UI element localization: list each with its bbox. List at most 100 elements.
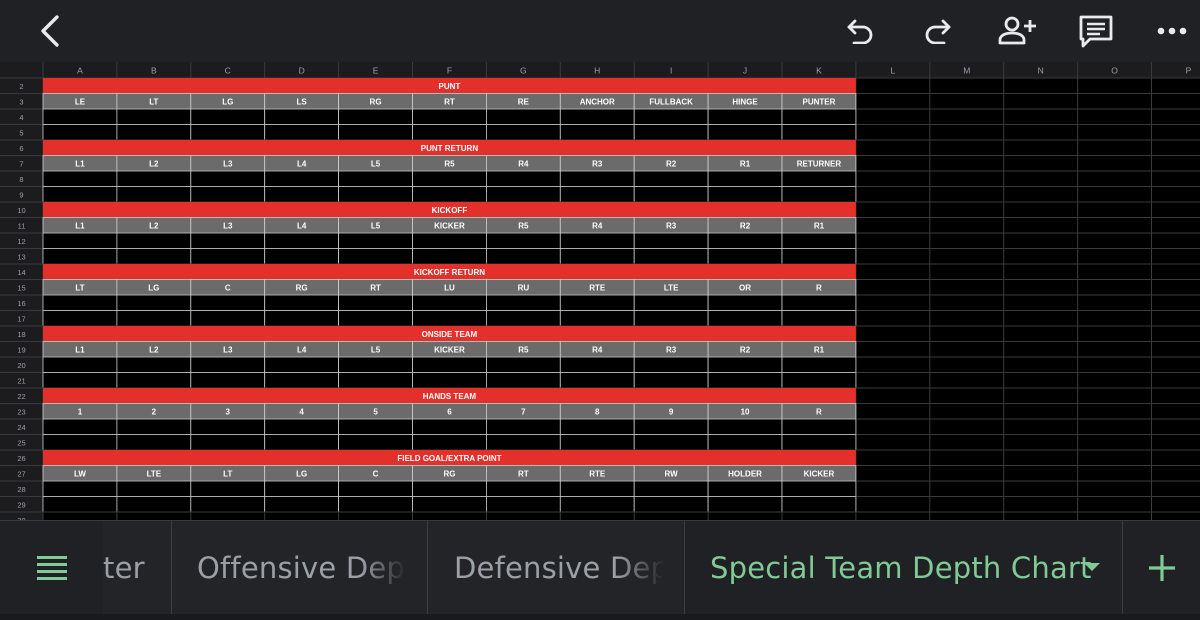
player-cell[interactable] bbox=[338, 186, 413, 203]
player-cell[interactable] bbox=[190, 294, 266, 311]
player-cell[interactable] bbox=[781, 310, 857, 327]
player-cell[interactable] bbox=[707, 418, 783, 435]
redo-button[interactable] bbox=[916, 0, 960, 62]
player-cell[interactable] bbox=[559, 232, 635, 249]
player-cell[interactable] bbox=[338, 480, 413, 497]
player-cell[interactable] bbox=[559, 124, 635, 141]
player-cell[interactable] bbox=[264, 294, 340, 311]
player-cell[interactable] bbox=[633, 186, 709, 203]
player-cell[interactable] bbox=[559, 186, 635, 203]
player-cell[interactable] bbox=[707, 232, 783, 249]
player-cell[interactable] bbox=[412, 294, 487, 311]
player-cell[interactable] bbox=[116, 124, 192, 141]
player-cell[interactable] bbox=[485, 310, 561, 327]
player-cell[interactable] bbox=[485, 434, 561, 451]
player-cell[interactable] bbox=[42, 186, 118, 203]
player-cell[interactable] bbox=[707, 480, 783, 497]
player-cell[interactable] bbox=[42, 232, 118, 249]
player-cell[interactable] bbox=[338, 294, 413, 311]
player-cell[interactable] bbox=[190, 232, 266, 249]
player-cell[interactable] bbox=[707, 170, 783, 187]
player-cell[interactable] bbox=[338, 356, 413, 373]
player-cell[interactable] bbox=[559, 310, 635, 327]
all-sheets-button[interactable] bbox=[0, 521, 103, 614]
player-cell[interactable] bbox=[190, 372, 266, 389]
tab-defensive-depth[interactable]: Defensive Dept bbox=[428, 521, 684, 614]
player-cell[interactable] bbox=[116, 434, 192, 451]
add-sheet-button[interactable] bbox=[1123, 521, 1200, 614]
player-cell[interactable] bbox=[485, 372, 561, 389]
player-cell[interactable] bbox=[264, 108, 340, 125]
player-cell[interactable] bbox=[781, 372, 857, 389]
player-cell[interactable] bbox=[559, 108, 635, 125]
player-cell[interactable] bbox=[42, 434, 118, 451]
player-cell[interactable] bbox=[264, 434, 340, 451]
player-cell[interactable] bbox=[485, 170, 561, 187]
player-cell[interactable] bbox=[707, 124, 783, 141]
player-cell[interactable] bbox=[412, 356, 487, 373]
player-cell[interactable] bbox=[633, 124, 709, 141]
player-cell[interactable] bbox=[559, 434, 635, 451]
player-cell[interactable] bbox=[559, 418, 635, 435]
player-cell[interactable] bbox=[338, 108, 413, 125]
player-cell[interactable] bbox=[42, 294, 118, 311]
player-cell[interactable] bbox=[485, 186, 561, 203]
player-cell[interactable] bbox=[42, 418, 118, 435]
player-cell[interactable] bbox=[485, 496, 561, 513]
player-cell[interactable] bbox=[264, 480, 340, 497]
player-cell[interactable] bbox=[116, 294, 192, 311]
player-cell[interactable] bbox=[781, 496, 857, 513]
player-cell[interactable] bbox=[338, 434, 413, 451]
player-cell[interactable] bbox=[633, 294, 709, 311]
player-cell[interactable] bbox=[412, 434, 487, 451]
player-cell[interactable] bbox=[781, 480, 857, 497]
player-cell[interactable] bbox=[485, 248, 561, 265]
player-cell[interactable] bbox=[633, 170, 709, 187]
tab-offensive-depth[interactable]: Offensive Dept bbox=[172, 521, 427, 614]
tab-special-team-depth-chart[interactable]: Special Team Depth Chart bbox=[685, 521, 1122, 614]
player-cell[interactable] bbox=[707, 310, 783, 327]
player-cell[interactable] bbox=[338, 496, 413, 513]
player-cell[interactable] bbox=[633, 372, 709, 389]
player-cell[interactable] bbox=[42, 108, 118, 125]
player-cell[interactable] bbox=[781, 186, 857, 203]
player-cell[interactable] bbox=[116, 310, 192, 327]
player-cell[interactable] bbox=[781, 356, 857, 373]
player-cell[interactable] bbox=[116, 356, 192, 373]
player-cell[interactable] bbox=[338, 170, 413, 187]
player-cell[interactable] bbox=[412, 124, 487, 141]
player-cell[interactable] bbox=[190, 186, 266, 203]
player-cell[interactable] bbox=[264, 232, 340, 249]
player-cell[interactable] bbox=[42, 356, 118, 373]
player-cell[interactable] bbox=[559, 356, 635, 373]
player-cell[interactable] bbox=[485, 232, 561, 249]
player-cell[interactable] bbox=[190, 108, 266, 125]
player-cell[interactable] bbox=[264, 310, 340, 327]
player-cell[interactable] bbox=[264, 248, 340, 265]
player-cell[interactable] bbox=[116, 232, 192, 249]
player-cell[interactable] bbox=[781, 124, 857, 141]
player-cell[interactable] bbox=[338, 372, 413, 389]
player-cell[interactable] bbox=[707, 356, 783, 373]
player-cell[interactable] bbox=[42, 310, 118, 327]
player-cell[interactable] bbox=[781, 108, 857, 125]
player-cell[interactable] bbox=[781, 248, 857, 265]
player-cell[interactable] bbox=[633, 418, 709, 435]
player-cell[interactable] bbox=[707, 372, 783, 389]
player-cell[interactable] bbox=[559, 248, 635, 265]
player-cell[interactable] bbox=[633, 480, 709, 497]
player-cell[interactable] bbox=[264, 372, 340, 389]
player-cell[interactable] bbox=[116, 186, 192, 203]
player-cell[interactable] bbox=[707, 248, 783, 265]
player-cell[interactable] bbox=[412, 418, 487, 435]
player-cell[interactable] bbox=[633, 310, 709, 327]
player-cell[interactable] bbox=[633, 248, 709, 265]
player-cell[interactable] bbox=[412, 186, 487, 203]
player-cell[interactable] bbox=[633, 356, 709, 373]
spreadsheet-grid[interactable]: A B C D E F G H I J K L M N O P 2 PUNT 3 LE LT LG LS RG RT RE ANCH… bbox=[0, 62, 1200, 520]
player-cell[interactable] bbox=[264, 418, 340, 435]
player-cell[interactable] bbox=[412, 496, 487, 513]
player-cell[interactable] bbox=[781, 170, 857, 187]
player-cell[interactable] bbox=[42, 124, 118, 141]
player-cell[interactable] bbox=[412, 232, 487, 249]
